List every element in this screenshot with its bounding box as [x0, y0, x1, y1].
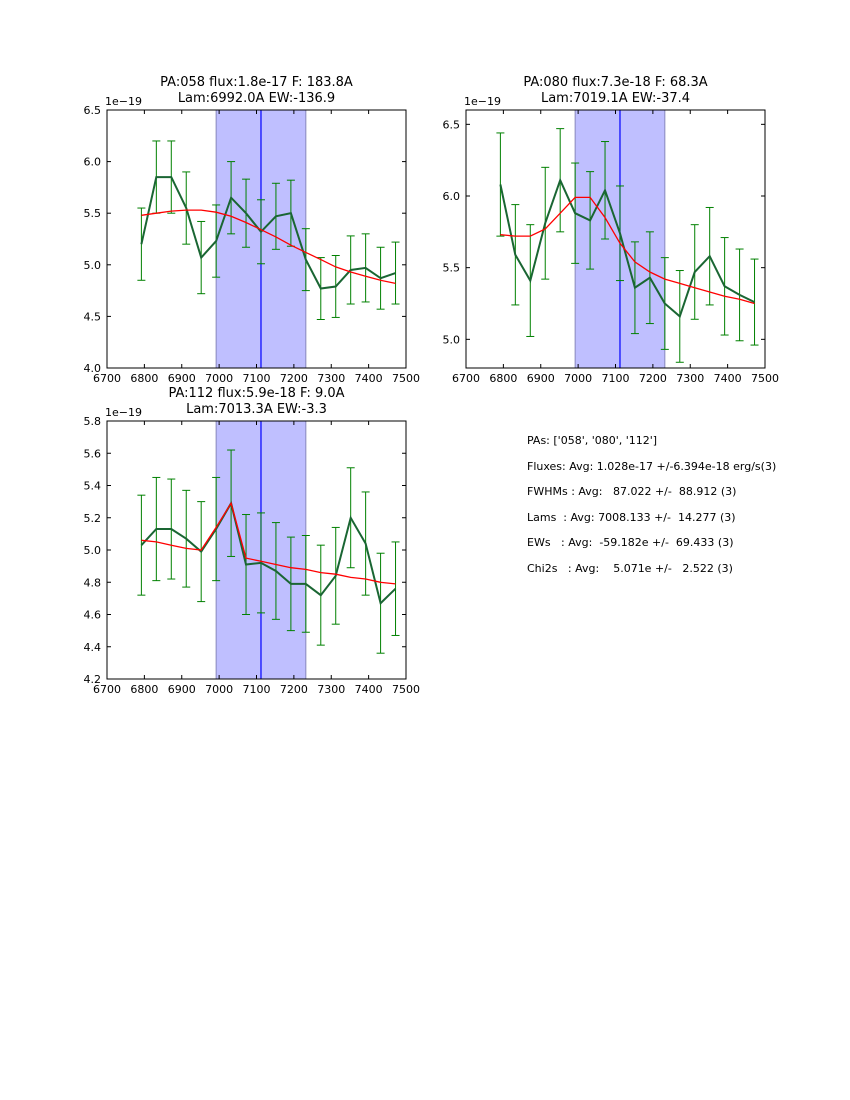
stats-chi2s: Chi2s : Avg: 5.071e +/- 2.522 (3) — [527, 561, 733, 575]
subplot-title-line: Lam:7013.3A EW:-3.3 — [186, 402, 327, 417]
stats-pas: PAs: ['058', '080', '112'] — [527, 434, 658, 447]
x-tick-label: 7400 — [714, 372, 742, 385]
x-tick-label: 7300 — [317, 683, 345, 696]
x-tick-label: 7300 — [317, 372, 345, 385]
x-tick-label: 7100 — [243, 683, 271, 696]
x-tick-label: 7100 — [243, 372, 271, 385]
stats-lams: Lams : Avg: 7008.133 +/- 14.277 (3) — [527, 510, 736, 524]
subplot-title-line: PA:058 flux:1.8e-17 F: 183.8A — [160, 75, 353, 90]
error-bar — [391, 541, 400, 636]
subplot-title-line: PA:112 flux:5.9e-18 F: 9.0A — [168, 386, 344, 401]
subplot-title-line: Lam:7019.1A EW:-37.4 — [541, 91, 690, 106]
x-tick-label: 7300 — [676, 372, 704, 385]
subplot-2: PA:080 flux:7.3e-18 F: 68.3ALam:7019.1A … — [443, 75, 780, 385]
data-series-line — [140, 176, 396, 290]
y-tick-label: 4.0 — [84, 362, 102, 375]
y-tick-label: 4.5 — [84, 310, 102, 323]
x-tick-label: 6700 — [93, 683, 121, 696]
summary-stats: PAs: ['058', '080', '112'] Fluxes: Avg: … — [527, 434, 776, 588]
y-tick-label: 4.8 — [84, 576, 102, 589]
x-tick-label: 6800 — [130, 683, 158, 696]
offset-label: 1e−19 — [105, 95, 142, 108]
data-series-line — [499, 177, 755, 319]
x-tick-label: 7400 — [355, 683, 383, 696]
y-tick-label: 5.5 — [84, 207, 102, 220]
y-tick-label: 6.0 — [443, 190, 461, 203]
fit-series-line — [141, 209, 396, 285]
offset-label: 1e−19 — [105, 406, 142, 419]
x-tick-label: 7500 — [751, 372, 779, 385]
y-tick-label: 5.2 — [84, 512, 102, 525]
data-series-line — [140, 500, 397, 606]
x-tick-label: 7200 — [639, 372, 667, 385]
x-tick-label: 7100 — [602, 372, 630, 385]
stats-ews: EWs : Avg: -59.182e +/- 69.433 (3) — [527, 536, 734, 550]
x-tick-label: 6800 — [489, 372, 517, 385]
x-tick-label: 6900 — [168, 683, 196, 696]
stats-fluxes: Fluxes: Avg: 1.028e-17 +/-6.394e-18 erg/… — [527, 459, 777, 473]
subplot-title-line: PA:080 flux:7.3e-18 F: 68.3A — [523, 75, 707, 90]
y-tick-label: 5.8 — [84, 415, 102, 428]
y-tick-label: 5.5 — [443, 262, 461, 275]
x-tick-label: 7000 — [564, 372, 592, 385]
y-tick-label: 5.4 — [84, 480, 102, 493]
y-tick-label: 4.2 — [84, 673, 102, 686]
y-tick-label: 4.6 — [84, 609, 102, 622]
x-tick-label: 6900 — [168, 372, 196, 385]
y-tick-label: 6.5 — [443, 118, 461, 131]
x-tick-label: 7400 — [355, 372, 383, 385]
subplot-title-line: Lam:6992.0A EW:-136.9 — [178, 91, 335, 106]
x-tick-label: 7200 — [280, 372, 308, 385]
x-tick-label: 7500 — [392, 372, 420, 385]
x-tick-label: 7000 — [205, 372, 233, 385]
fit-series-line — [141, 501, 396, 585]
error-bar — [391, 241, 400, 305]
y-tick-label: 5.0 — [443, 333, 461, 346]
y-tick-label: 6.0 — [84, 156, 102, 169]
fit-series-line — [500, 196, 755, 305]
offset-label: 1e−19 — [464, 95, 501, 108]
y-tick-label: 6.5 — [84, 104, 102, 117]
subplot-1: PA:058 flux:1.8e-17 F: 183.8ALam:6992.0A… — [84, 75, 421, 385]
stats-fwhms: FWHMs : Avg: 87.022 +/- 88.912 (3) — [527, 485, 737, 499]
error-bar — [750, 258, 759, 346]
x-tick-label: 7500 — [392, 683, 420, 696]
x-tick-label: 6700 — [452, 372, 480, 385]
y-tick-label: 4.4 — [84, 641, 102, 654]
y-tick-label: 5.0 — [84, 259, 102, 272]
y-tick-label: 5.0 — [84, 544, 102, 557]
x-tick-label: 7000 — [205, 683, 233, 696]
x-tick-label: 6800 — [130, 372, 158, 385]
y-tick-label: 5.6 — [84, 447, 102, 460]
x-tick-label: 6900 — [527, 372, 555, 385]
x-tick-label: 7200 — [280, 683, 308, 696]
x-tick-label: 6700 — [93, 372, 121, 385]
